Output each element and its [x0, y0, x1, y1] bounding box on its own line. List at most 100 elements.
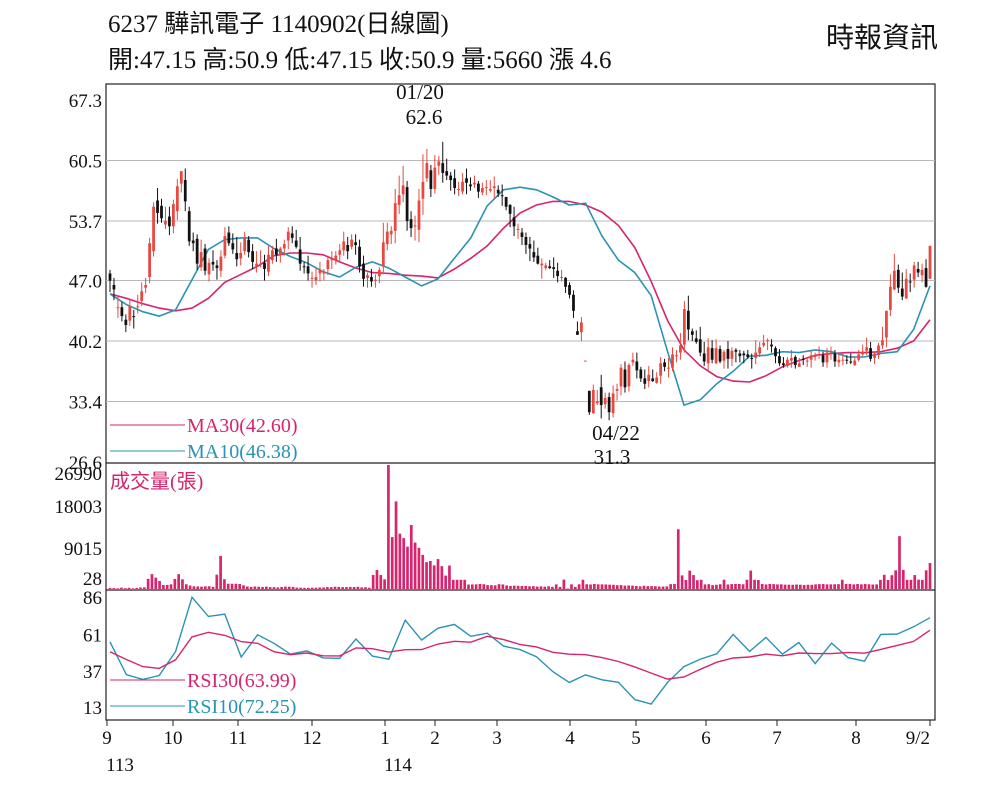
source-label: 時報資訊 [825, 23, 938, 54]
candle-body [124, 319, 128, 326]
candle-body [168, 216, 171, 227]
volume-bar [120, 587, 123, 589]
candle-body [793, 357, 797, 366]
candle-body [255, 263, 258, 267]
volume-bar [467, 584, 470, 589]
year-label: 113 [106, 755, 134, 776]
candle-body [179, 171, 183, 184]
volume-bar [265, 586, 268, 589]
volume-bar [364, 587, 367, 589]
ma10-legend-label: MA10(46.38) [187, 441, 298, 463]
volume-bar [291, 586, 295, 589]
volume-bar [749, 570, 753, 589]
volume-bar [787, 584, 791, 589]
volume-bar [421, 554, 425, 589]
candle-body [239, 252, 243, 259]
candle-body [132, 316, 136, 318]
volume-bar [417, 547, 421, 589]
x-tick-label: 1 [380, 728, 390, 749]
candle-body [385, 231, 389, 245]
candle-body [374, 279, 377, 281]
volume-bar [303, 587, 306, 589]
volume-bar [192, 586, 196, 589]
candle-body [667, 367, 670, 369]
candle-body [908, 281, 912, 283]
volume-bar [280, 586, 283, 589]
candle-body [568, 285, 571, 295]
volume-bar [867, 584, 871, 589]
ma30-legend-label: MA30(42.60) [187, 415, 298, 437]
volume-bar [448, 565, 451, 589]
candle-body [778, 356, 781, 364]
volume-bar [654, 586, 657, 589]
volume-bar [501, 584, 505, 589]
candle-body [370, 276, 373, 282]
volume-bar [840, 579, 844, 589]
candle-body [591, 389, 595, 414]
candle-body [532, 252, 536, 258]
volume-bar [779, 584, 783, 589]
candle-body [441, 163, 445, 173]
candle-body [112, 285, 116, 290]
candle-body [770, 344, 773, 347]
price-tick-label: 40.2 [69, 332, 102, 353]
volume-bar [718, 584, 722, 589]
volume-bar [287, 586, 291, 589]
candle-body [231, 243, 235, 250]
volume-bar [860, 584, 863, 589]
candle-body [247, 239, 251, 253]
volume-bar [734, 583, 737, 589]
volume-bar [928, 562, 932, 589]
volume-bar [402, 538, 406, 589]
volume-bar [127, 587, 131, 589]
candle-body [152, 206, 155, 252]
volume-tick-label: 26990 [55, 464, 103, 485]
volume-bar [879, 579, 882, 589]
volume-bar [177, 574, 180, 589]
candle-body [259, 263, 262, 265]
volume-bar [913, 575, 917, 589]
volume-bar [505, 585, 508, 589]
candle-body [227, 232, 231, 244]
candle-body [572, 294, 575, 311]
candle-body [397, 195, 401, 205]
candle-body [841, 359, 845, 361]
volume-bar [360, 587, 364, 589]
candle-body [647, 374, 651, 382]
candle-body [477, 183, 480, 192]
volume-bar [573, 586, 577, 589]
volume-bar [528, 586, 531, 589]
x-tick-label: 10 [164, 728, 183, 749]
volume-bar [150, 574, 154, 589]
volume-bar [806, 584, 810, 589]
x-tick-label: 3 [492, 728, 502, 749]
candle-body [449, 175, 453, 181]
volume-bar [688, 570, 692, 589]
candle-body [797, 363, 801, 367]
volume-bar [135, 587, 139, 589]
volume-bar [901, 569, 905, 589]
high-date-annotation: 01/20 [396, 80, 444, 104]
volume-bar [261, 586, 264, 589]
candle-body [655, 377, 659, 383]
candle-body [409, 219, 413, 229]
candle-body [140, 291, 144, 302]
candle-body [698, 339, 702, 353]
candle-body [580, 322, 583, 333]
volume-bar [924, 570, 928, 589]
volume-tick-label: 28 [83, 569, 102, 590]
price-tick-label: 33.4 [69, 393, 103, 414]
volume-bar [558, 586, 562, 589]
candle-body [742, 353, 746, 356]
volume-bar [223, 579, 226, 589]
volume-bar [326, 587, 329, 589]
volume-bar [669, 584, 672, 589]
volume-bar [814, 584, 817, 589]
volume-bar [409, 525, 413, 589]
candle-body [627, 365, 631, 387]
candle-body [461, 181, 464, 192]
volume-bar [387, 464, 390, 589]
volume-bar [776, 584, 779, 589]
volume-bar [619, 585, 623, 589]
candle-body [496, 189, 500, 194]
